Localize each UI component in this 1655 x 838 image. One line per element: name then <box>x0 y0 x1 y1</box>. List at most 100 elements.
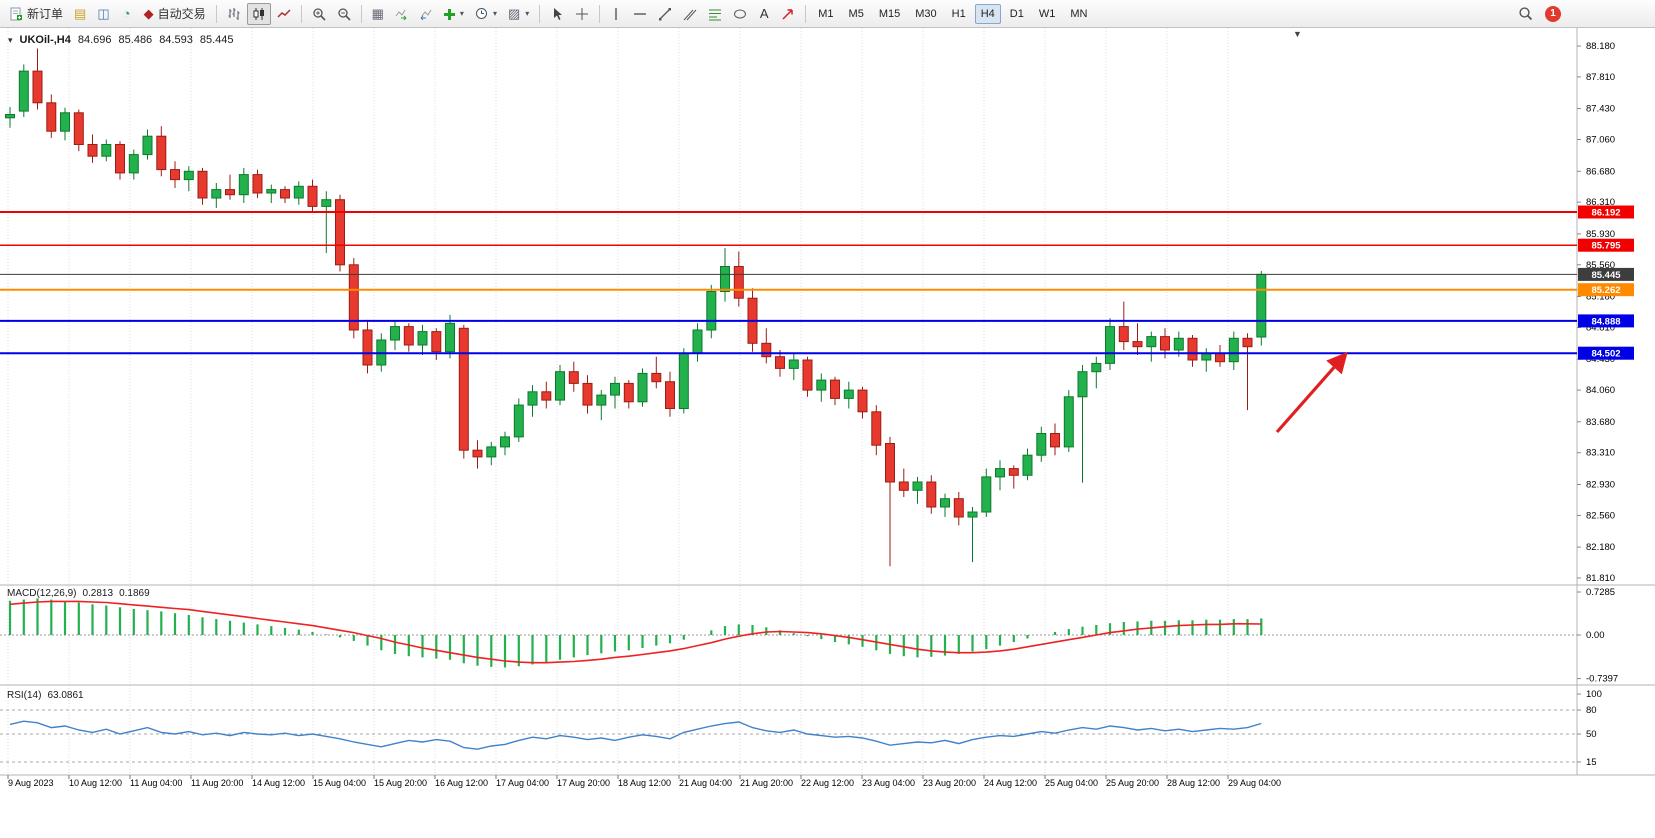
svg-text:15 Aug 20:00: 15 Aug 20:00 <box>374 778 427 788</box>
candlestick-chart-button[interactable] <box>246 2 271 25</box>
svg-text:9 Aug 2023: 9 Aug 2023 <box>8 778 54 788</box>
timeframe-button-w1[interactable]: W1 <box>1038 7 1056 20</box>
periods-button[interactable]: ▾ <box>470 3 502 25</box>
low-value: 84.593 <box>159 34 193 46</box>
channel-button[interactable] <box>678 3 702 25</box>
magnifier-icon <box>1518 6 1533 21</box>
arrow-tool-icon <box>781 7 795 21</box>
svg-text:17 Aug 20:00: 17 Aug 20:00 <box>557 778 610 788</box>
svg-text:85.445: 85.445 <box>1591 270 1621 281</box>
bar-chart-button[interactable] <box>222 3 246 25</box>
candles-icon <box>252 7 266 21</box>
high-value: 85.486 <box>118 34 153 46</box>
zoom-in-button[interactable] <box>307 3 331 25</box>
svg-text:87.060: 87.060 <box>1586 135 1615 146</box>
zoom-out-button[interactable] <box>332 3 356 25</box>
data-window-icon: ◫ <box>97 6 110 21</box>
timeframe-button-m1[interactable]: M1 <box>818 7 834 20</box>
line-chart-button[interactable] <box>272 3 296 25</box>
chart-shift-button[interactable] <box>414 3 437 25</box>
svg-text:86.680: 86.680 <box>1586 166 1615 177</box>
svg-text:83.680: 83.680 <box>1586 417 1615 428</box>
toolbar-separator <box>539 4 541 23</box>
open-value: 84.696 <box>77 34 112 46</box>
toolbar-separator <box>599 4 601 23</box>
resistance-line-86192-tag: 86.192 <box>1578 205 1634 219</box>
timeframe-button-m30[interactable]: M30 <box>915 7 937 20</box>
chart-shift-icon <box>419 7 432 20</box>
auto-scroll-icon <box>395 7 408 20</box>
fibonacci-icon <box>708 7 722 21</box>
svg-text:85.930: 85.930 <box>1586 229 1615 240</box>
svg-text:85.560: 85.560 <box>1586 260 1615 271</box>
svg-text:25 Aug 04:00: 25 Aug 04:00 <box>1045 778 1098 788</box>
chart-area[interactable]: 88.180 87.810 87.430 87.060 86.680 86.310 85.9… <box>0 28 1655 838</box>
svg-text:23 Aug 20:00: 23 Aug 20:00 <box>923 778 976 788</box>
arrows-button[interactable] <box>776 3 800 25</box>
toolbar-separator <box>805 4 807 23</box>
timeframe-button-h1[interactable]: H1 <box>951 7 966 20</box>
toolbar: 新订单 ▤ ◫ ◔ ◆ 自动交易 ▦ ▾ ▾ ▨ ▾ A M1 M5 M15 M30 H1 H4 D1 W1 MN 1 <box>0 0 1655 28</box>
support-line-84888-tag: 84.888 <box>1578 314 1634 328</box>
new-order-button-label: 新订单 <box>27 7 64 21</box>
svg-text:0.7285: 0.7285 <box>1586 587 1615 598</box>
navigator-icon: ◔ <box>122 6 131 21</box>
tile-windows-icon: ▦ <box>371 6 384 21</box>
cursor-icon <box>550 7 564 21</box>
timeframe-button-m15[interactable]: M15 <box>878 7 901 20</box>
svg-text:87.810: 87.810 <box>1586 72 1615 83</box>
svg-text:18 Aug 12:00: 18 Aug 12:00 <box>618 778 671 788</box>
horizontal-line-button[interactable] <box>628 3 652 25</box>
crosshair-button[interactable] <box>570 3 594 25</box>
templates-button[interactable]: ▨ ▾ <box>503 3 534 25</box>
svg-text:82.180: 82.180 <box>1586 542 1615 553</box>
shapes-icon <box>733 8 747 20</box>
fibonacci-button[interactable] <box>703 3 727 25</box>
scroll-to-end-marker[interactable]: ▼ <box>1293 29 1302 39</box>
panel-dividers <box>0 28 1655 776</box>
vertical-line-icon <box>610 7 622 21</box>
text-button[interactable]: A <box>753 3 775 25</box>
data-window-button[interactable]: ◫ <box>92 3 114 25</box>
notification-badge[interactable]: 1 <box>1545 5 1561 22</box>
autotrading-icon: ◆ <box>143 6 154 21</box>
svg-text:84.502: 84.502 <box>1591 349 1620 360</box>
trendline-button[interactable] <box>653 3 677 25</box>
indicators-button[interactable]: ▾ <box>438 3 469 25</box>
svg-text:82.560: 82.560 <box>1586 510 1615 521</box>
svg-text:88.180: 88.180 <box>1586 41 1615 52</box>
timeframe-button-m5[interactable]: M5 <box>848 7 864 20</box>
horizontal-line-icon <box>633 8 647 20</box>
rsi-indicator-label: RSI(14) 63.0861 <box>7 690 84 701</box>
svg-text:86.192: 86.192 <box>1591 208 1620 219</box>
charts-icon: ▤ <box>74 6 87 21</box>
new-order-icon <box>9 7 23 21</box>
arrow-annotation[interactable] <box>1275 351 1348 434</box>
tile-windows-button[interactable]: ▦ <box>367 3 389 25</box>
navigator-button[interactable]: ◔ <box>116 3 138 25</box>
time-axis[interactable] <box>0 775 1577 793</box>
new-order-button[interactable]: 新订单 <box>4 3 68 25</box>
timeframe-button-h4[interactable]: H4 <box>974 3 1001 24</box>
price-axis[interactable] <box>1577 28 1655 775</box>
one-click-trading-icon[interactable]: ▾ <box>8 35 13 45</box>
svg-text:85.262: 85.262 <box>1591 285 1620 296</box>
timeframe-button-mn[interactable]: MN <box>1070 7 1088 20</box>
search-button[interactable] <box>1513 3 1538 25</box>
pivot-line-85262-tag: 85.262 <box>1578 283 1634 297</box>
cursor-button[interactable] <box>545 3 569 25</box>
svg-text:23 Aug 04:00: 23 Aug 04:00 <box>862 778 915 788</box>
rsi-line <box>9 720 1262 750</box>
charts-button[interactable]: ▤ <box>69 3 91 25</box>
vertical-line-button[interactable] <box>605 3 627 25</box>
auto-scroll-button[interactable] <box>390 3 413 25</box>
svg-text:15: 15 <box>1586 757 1597 768</box>
autotrading-button[interactable]: ◆ 自动交易 <box>139 3 211 25</box>
svg-text:10 Aug 12:00: 10 Aug 12:00 <box>69 778 122 788</box>
shapes-button[interactable] <box>728 3 752 25</box>
macd-value-1: 0.2813 <box>82 588 114 599</box>
chart-window: 88.180 87.810 87.430 87.060 86.680 86.310 85.9… <box>0 28 1655 838</box>
timeframe-button-d1[interactable]: D1 <box>1009 7 1024 20</box>
svg-text:24 Aug 12:00: 24 Aug 12:00 <box>984 778 1037 788</box>
